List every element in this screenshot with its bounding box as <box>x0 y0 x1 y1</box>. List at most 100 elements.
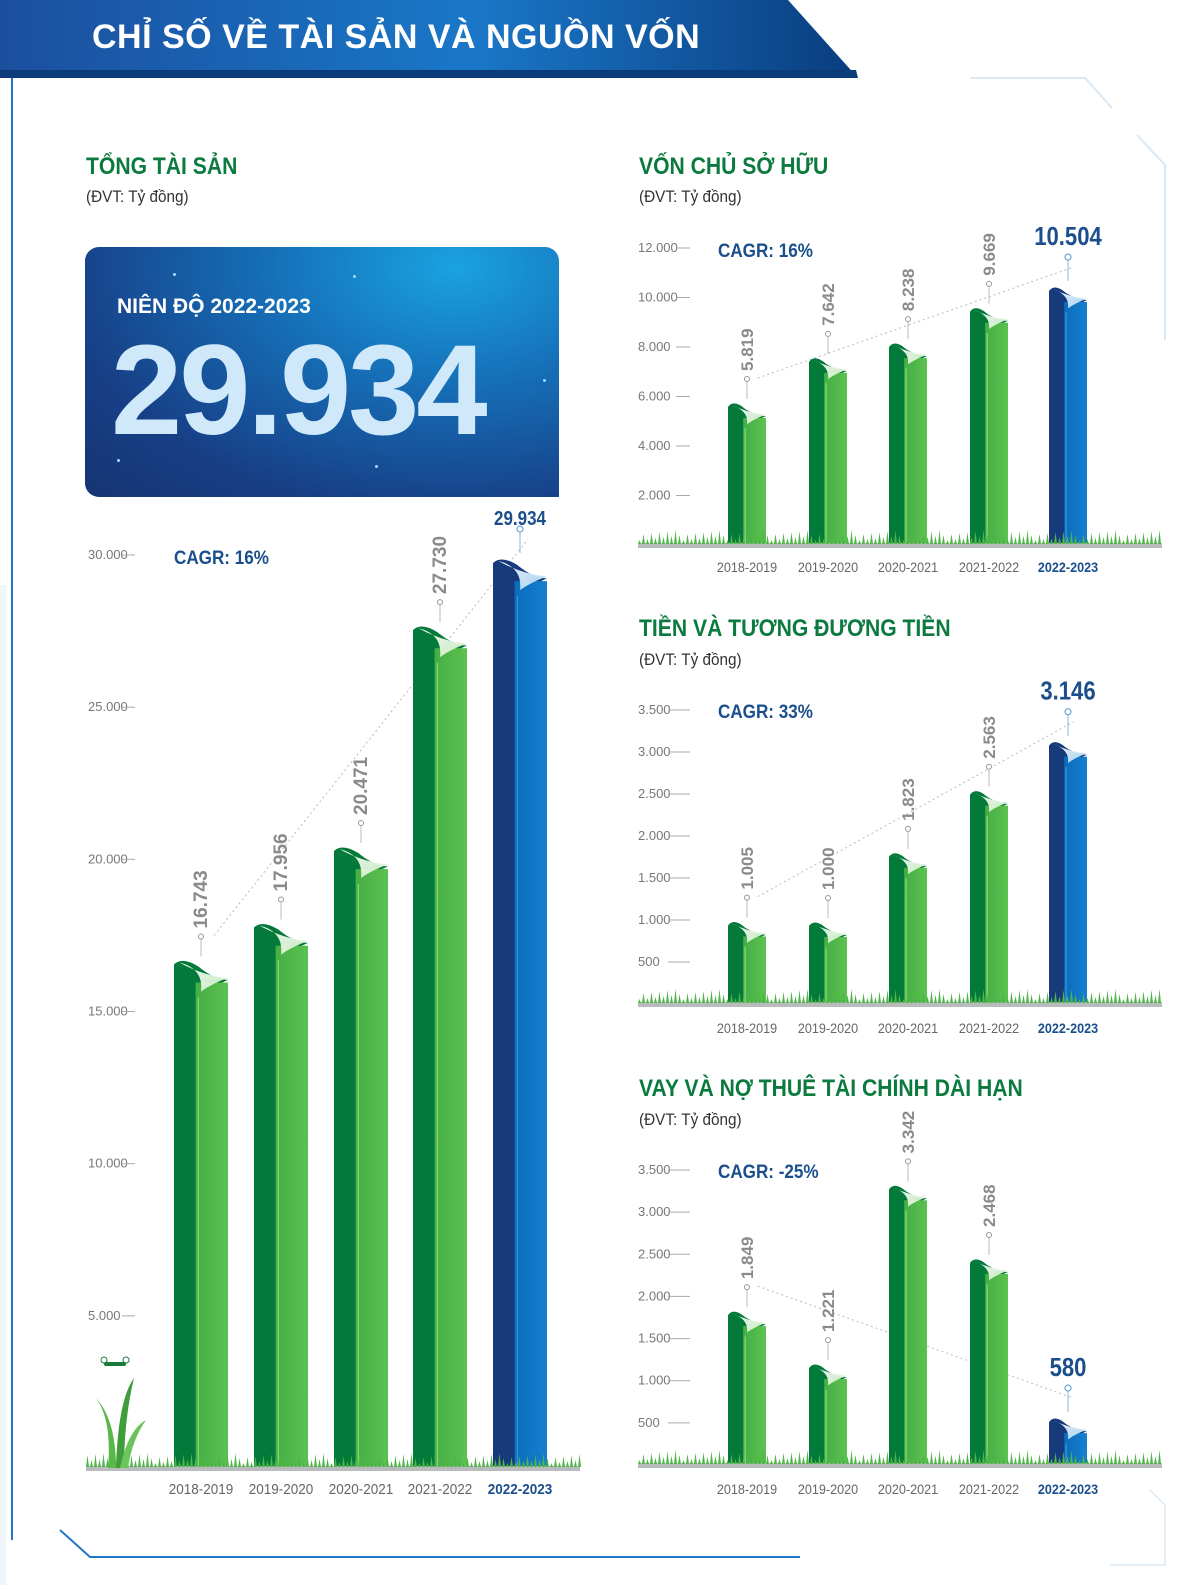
value-label: 1.221 <box>819 1290 838 1333</box>
bar-leaf-curl <box>973 792 1008 812</box>
bar-dark-half <box>334 847 388 1468</box>
y-tick-label: 30.000 <box>88 547 128 562</box>
y-tick-label: 10.000 <box>88 1156 128 1171</box>
drone-rotor <box>100 1356 108 1364</box>
bar-light-half <box>985 805 1008 1004</box>
bar-light-half <box>1064 756 1087 1004</box>
y-tick-label: 3.500 <box>638 1162 671 1177</box>
chart-2-group: 500 1.000 1.500 2.000 2.500 3.000 3.500 CAGR: 3… <box>638 677 1162 1036</box>
bar-2022-2023: 10.504 <box>1034 222 1102 545</box>
bar-light-half <box>743 936 766 1004</box>
value-label: 3.342 <box>899 1111 918 1154</box>
page-title: CHỈ SỐ VỀ TÀI SẢN VÀ NGUỒN VỐN <box>92 18 701 56</box>
bar-dark-half <box>1049 742 1087 1004</box>
bar-leaf-curl <box>973 309 1008 329</box>
category-label: 2022-2023 <box>1038 1020 1098 1036</box>
value-label: 16.743 <box>191 870 212 928</box>
value-pin-head <box>986 763 992 770</box>
y-tick-label: 10.000 <box>638 290 678 305</box>
chart-0-group: 5.000 10.000 15.000 20.000 25.000 30.000 CAGR:… <box>86 507 581 1498</box>
grass-blades <box>638 989 1161 1003</box>
bar-dark-half <box>889 343 927 545</box>
bar-2019-2020: 7.642 <box>809 283 847 545</box>
value-label: 20.471 <box>351 756 372 815</box>
header-banner <box>0 0 858 78</box>
y-tick-label: 4.000 <box>638 438 671 453</box>
bar-leaf-curl <box>892 1187 927 1207</box>
value-label: 1.005 <box>738 847 757 890</box>
bar-2022-2023: 3.146 <box>1040 677 1096 1004</box>
value-label: 5.819 <box>738 328 757 371</box>
value-pin-head <box>1064 1384 1072 1392</box>
y-tick-label: 3.000 <box>638 744 671 759</box>
y-tick-label: 25.000 <box>88 699 128 714</box>
bar-light-half <box>985 322 1008 545</box>
value-label: 17.956 <box>271 833 292 891</box>
grass-ground <box>638 989 1162 1007</box>
cagr-label: CAGR: 16% <box>718 240 813 261</box>
equity-title: VỐN CHỦ SỞ HỮU <box>639 153 829 180</box>
value-label: 8.238 <box>899 269 918 312</box>
bar-leaf-curl <box>498 561 547 591</box>
y-tick-label: 8.000 <box>638 339 671 354</box>
category-label: 2022-2023 <box>488 1481 553 1498</box>
bar-2020-2021: 1.823 <box>889 778 927 1004</box>
y-tick-label: 500 <box>638 1415 660 1430</box>
plant-leaf <box>120 1420 146 1468</box>
category-label: 2019-2020 <box>798 1481 858 1497</box>
bar-leaf-curl <box>1052 743 1087 763</box>
value-pin-head <box>905 825 911 832</box>
bar-light-half <box>743 1326 766 1465</box>
bar-dark-half <box>970 308 1008 545</box>
category-label: 2022-2023 <box>1038 559 1098 575</box>
bar-2021-2022: 27.730 <box>413 536 467 1468</box>
value-label: 1.849 <box>738 1237 757 1280</box>
bar-dark-half <box>970 1259 1008 1465</box>
category-label: 2021-2022 <box>408 1481 473 1498</box>
category-label: 2018-2019 <box>169 1481 234 1498</box>
value-pin-head <box>986 1231 992 1238</box>
bar-leaf-curl <box>812 359 847 380</box>
category-label: 2019-2020 <box>798 1020 858 1036</box>
plant-drone-decoration <box>96 1356 146 1468</box>
ground-line <box>638 1463 1162 1468</box>
bar-dark-half <box>413 626 467 1468</box>
bar-light-half <box>904 1200 927 1465</box>
bar-dark-half <box>254 923 308 1468</box>
grass-ground <box>86 1453 581 1471</box>
value-pin-head <box>198 933 204 940</box>
drone-icon <box>104 1362 126 1366</box>
value-label-highlight: 580 <box>1050 1353 1087 1382</box>
bar-2022-2023: 29.934 <box>493 507 547 1468</box>
bar-light-half <box>514 581 547 1468</box>
debt-title: VAY VÀ NỢ THUÊ TÀI CHÍNH DÀI HẠN <box>639 1075 1023 1102</box>
grass-ground <box>638 1450 1162 1468</box>
y-tick-label: 1.500 <box>638 1331 671 1346</box>
value-pin-head <box>744 375 750 382</box>
hero-card: NIÊN ĐỘ 2022-2023 29.934 <box>85 247 559 497</box>
category-label: 2021-2022 <box>959 1020 1019 1036</box>
y-tick-label: 3.500 <box>638 702 671 717</box>
trend-line <box>757 1285 1074 1399</box>
category-label: 2018-2019 <box>717 559 777 575</box>
equity-unit: (ĐVT: Tỷ đồng) <box>639 187 742 206</box>
bar-dark-half <box>1049 287 1087 545</box>
bar-dark-half <box>809 922 847 1004</box>
bar-2022-2023: 580 <box>1049 1353 1087 1465</box>
bar-leaf-curl <box>812 1366 847 1386</box>
value-pin-head <box>905 1158 911 1165</box>
bar-dark-half <box>174 960 228 1468</box>
bar-dark-half <box>493 559 547 1468</box>
bar-2019-2020: 17.956 <box>254 833 308 1468</box>
trend-line <box>213 538 529 936</box>
y-tick-label: 3.000 <box>638 1204 671 1219</box>
value-pin-head <box>986 280 992 287</box>
hero-period-label: NIÊN ĐỘ 2022-2023 <box>117 295 311 318</box>
value-pin-head <box>1064 253 1072 261</box>
trend-line <box>757 721 1074 898</box>
bar-light-half <box>985 1273 1008 1465</box>
category-label: 2020-2021 <box>329 1481 394 1498</box>
bar-2019-2020: 1.221 <box>809 1290 847 1465</box>
bar-2020-2021: 20.471 <box>334 756 388 1468</box>
cagr-label: CAGR: 33% <box>718 701 813 722</box>
